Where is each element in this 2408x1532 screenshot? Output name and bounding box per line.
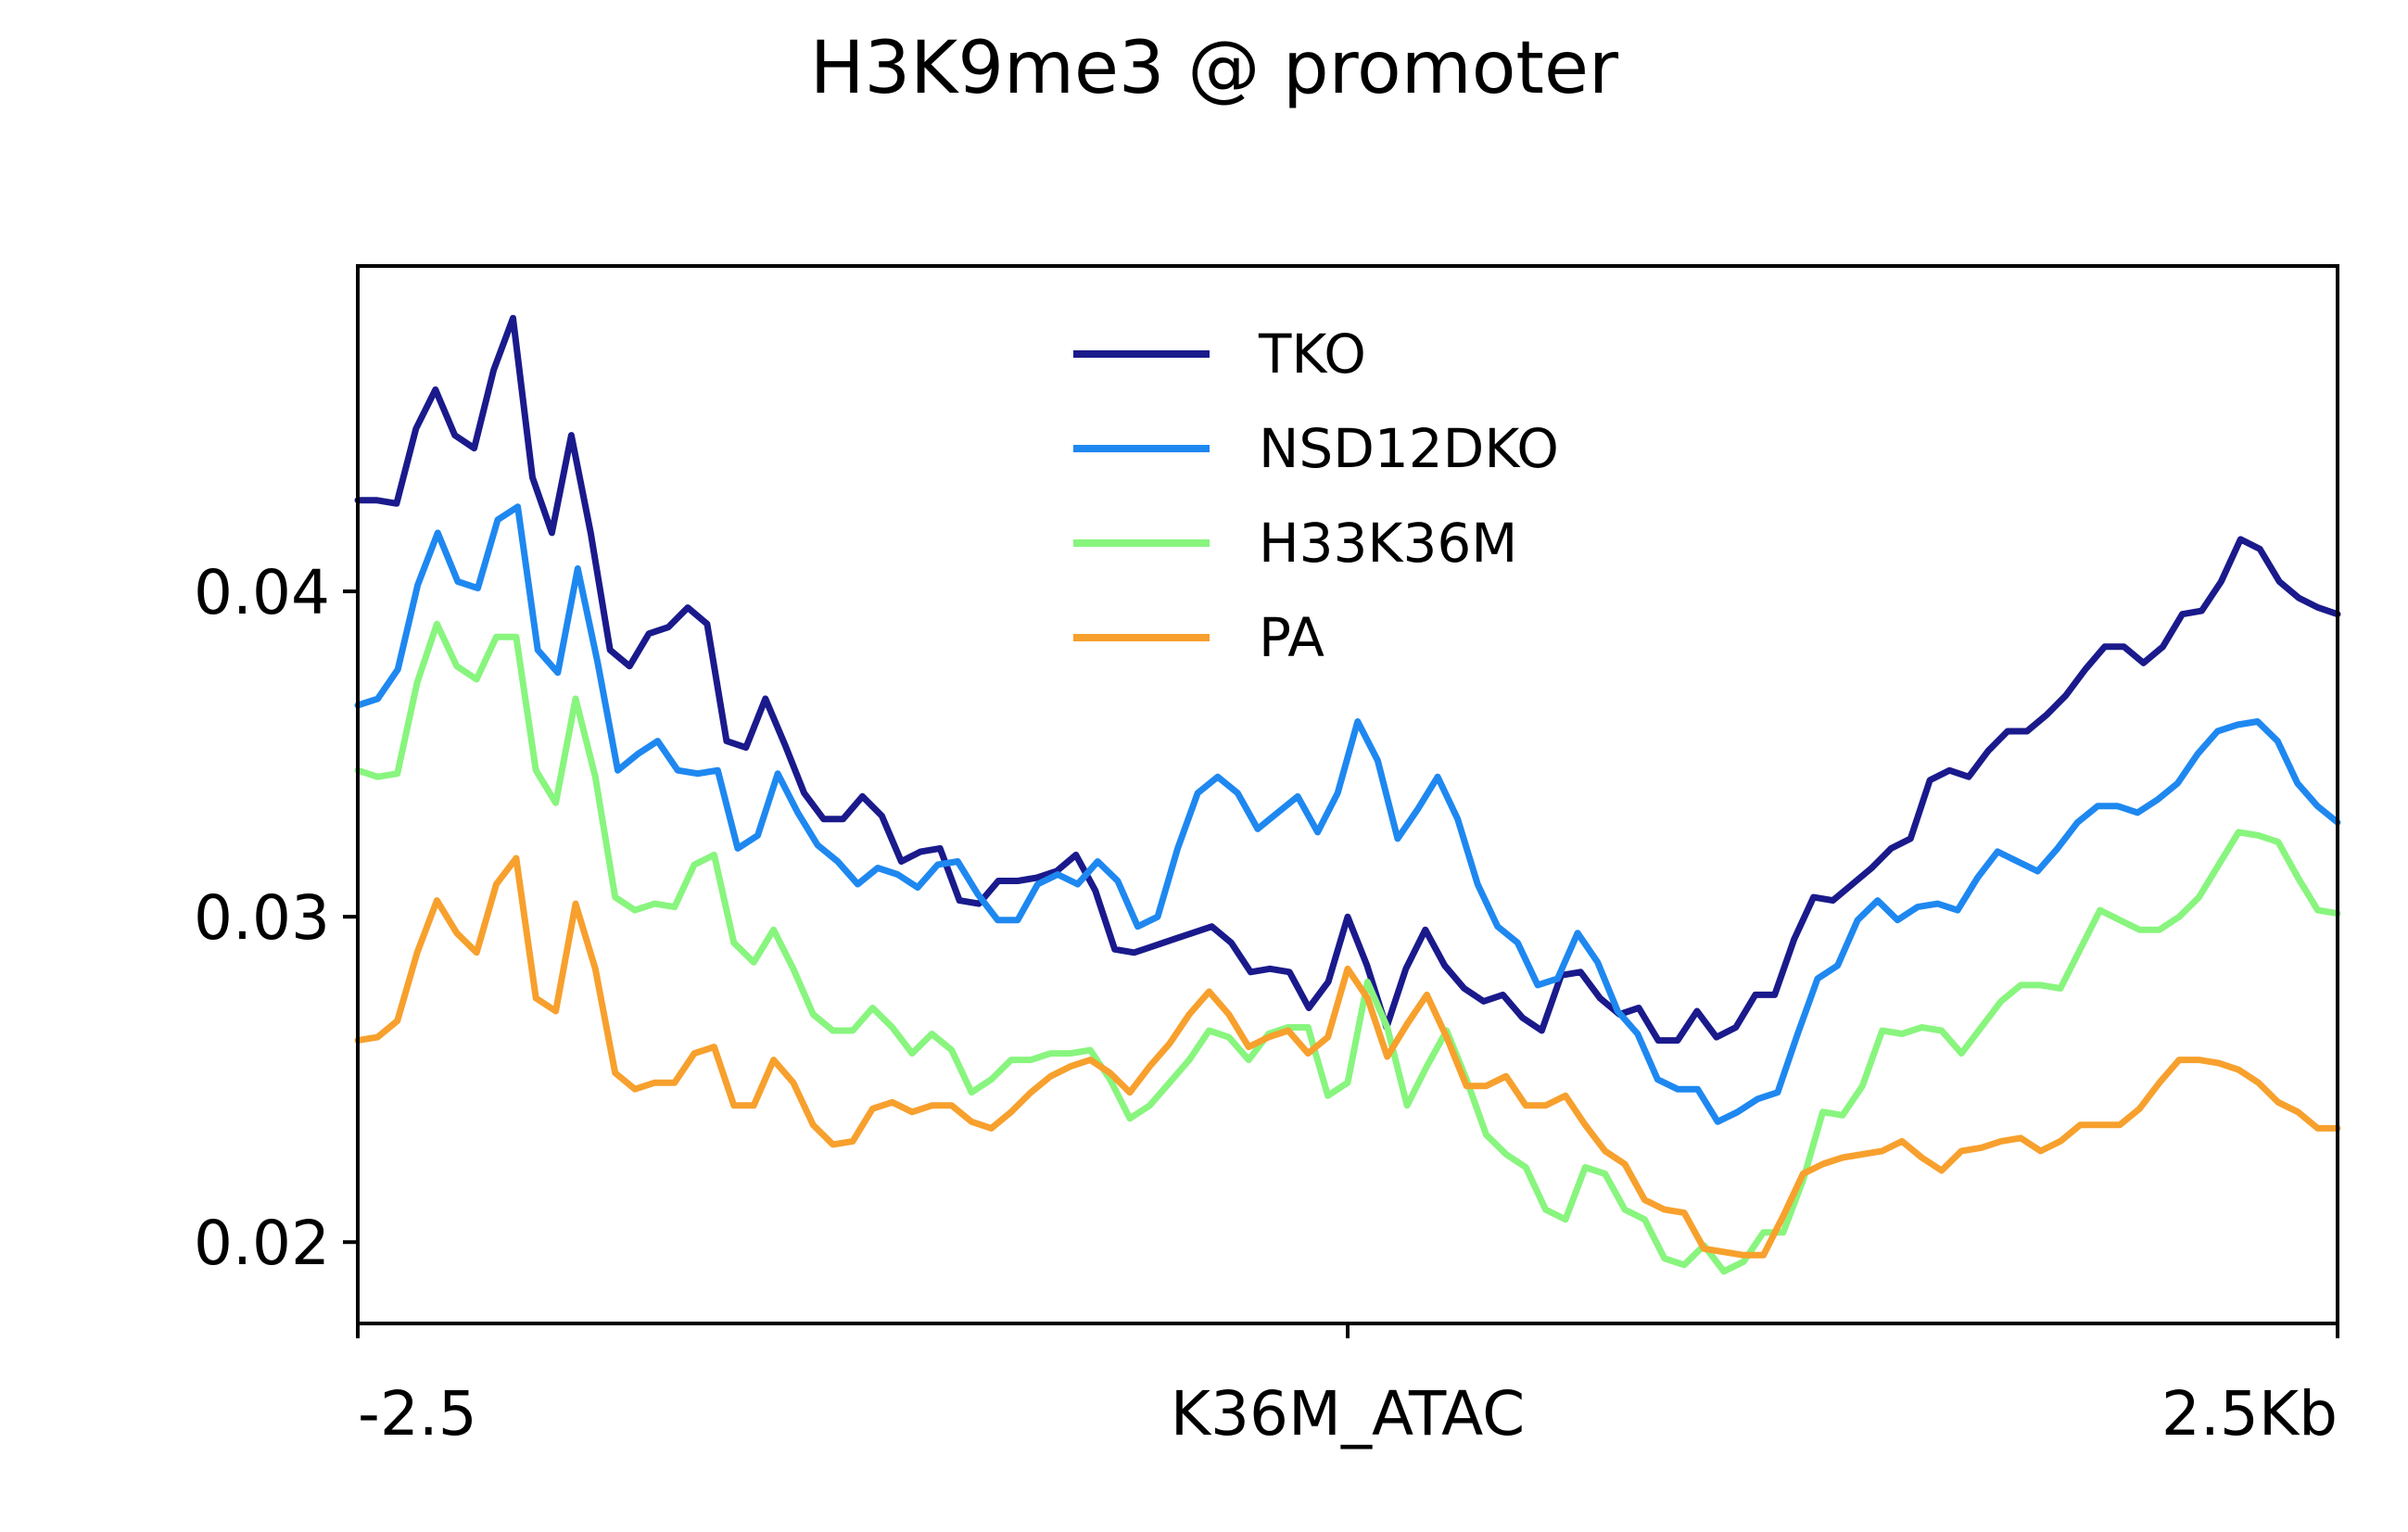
y-tick-label: 0.04 bbox=[194, 557, 330, 628]
x-tick-label: 2.5Kb bbox=[2161, 1378, 2338, 1450]
y-tick-label: 0.02 bbox=[194, 1208, 330, 1279]
legend-label-pa: PA bbox=[1259, 606, 1324, 669]
legend-label-h33k36m: H33K36M bbox=[1259, 512, 1517, 575]
series-layer bbox=[354, 314, 2341, 1275]
x-axis: -2.5 K36M_ATAC 2.5Kb bbox=[356, 1323, 2339, 1450]
chart-title: H3K9me3 @ promoter bbox=[810, 27, 1619, 110]
series-line-tko bbox=[354, 314, 2341, 1045]
series-line-pa bbox=[354, 855, 2341, 1259]
legend-label-nsd12dko: NSD12DKO bbox=[1259, 417, 1559, 480]
legend: TKO NSD12DKO H33K36M PA bbox=[1073, 323, 1559, 669]
series-line-h33k36m bbox=[354, 620, 2341, 1275]
x-tick-label: K36M_ATAC bbox=[1171, 1378, 1526, 1450]
x-tick-label: -2.5 bbox=[358, 1378, 477, 1450]
series-line-nsd12dko bbox=[354, 503, 2341, 1125]
legend-label-tko: TKO bbox=[1258, 323, 1366, 386]
y-tick-label: 0.03 bbox=[194, 882, 330, 954]
y-axis: 0.02 0.03 0.04 bbox=[194, 557, 358, 1279]
